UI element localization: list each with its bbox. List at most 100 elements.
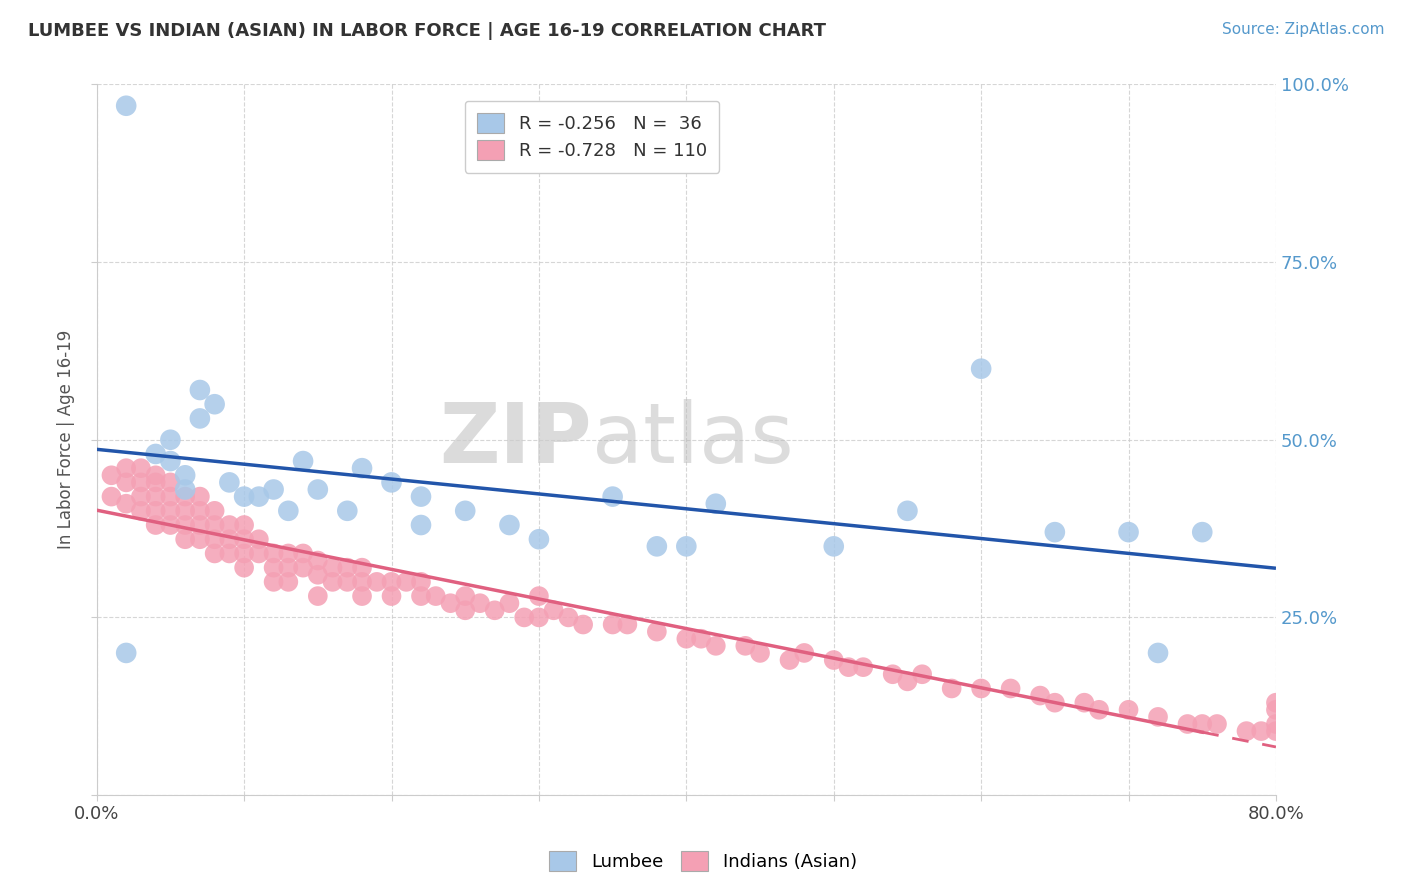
Point — [233, 490, 256, 504]
Point — [823, 653, 845, 667]
Point — [454, 504, 477, 518]
Point — [1147, 710, 1170, 724]
Point — [1265, 724, 1288, 739]
Point — [307, 589, 329, 603]
Point — [204, 533, 226, 547]
Point — [292, 560, 315, 574]
Point — [793, 646, 815, 660]
Point — [174, 468, 197, 483]
Point — [322, 574, 344, 589]
Text: Source: ZipAtlas.com: Source: ZipAtlas.com — [1222, 22, 1385, 37]
Point — [247, 490, 270, 504]
Point — [307, 567, 329, 582]
Point — [188, 518, 211, 533]
Point — [174, 518, 197, 533]
Point — [129, 504, 152, 518]
Point — [1029, 689, 1052, 703]
Point — [100, 490, 122, 504]
Point — [350, 560, 373, 574]
Point — [704, 497, 727, 511]
Point — [115, 461, 138, 475]
Point — [218, 546, 240, 560]
Point — [204, 504, 226, 518]
Point — [675, 632, 697, 646]
Point — [513, 610, 536, 624]
Point — [527, 589, 550, 603]
Point — [218, 533, 240, 547]
Point — [145, 475, 167, 490]
Point — [1073, 696, 1095, 710]
Point — [188, 383, 211, 397]
Point — [277, 504, 299, 518]
Point — [409, 589, 432, 603]
Point — [409, 574, 432, 589]
Point — [439, 596, 461, 610]
Point — [159, 475, 181, 490]
Point — [115, 475, 138, 490]
Point — [336, 574, 359, 589]
Point — [970, 681, 993, 696]
Point — [366, 574, 388, 589]
Point — [145, 490, 167, 504]
Point — [1250, 724, 1272, 739]
Point — [277, 546, 299, 560]
Point — [557, 610, 579, 624]
Point — [409, 490, 432, 504]
Point — [425, 589, 447, 603]
Point — [380, 589, 402, 603]
Point — [572, 617, 595, 632]
Point — [1236, 724, 1258, 739]
Point — [159, 433, 181, 447]
Point — [188, 411, 211, 425]
Point — [1265, 717, 1288, 731]
Point — [749, 646, 772, 660]
Point — [204, 518, 226, 533]
Point — [129, 461, 152, 475]
Point — [896, 504, 918, 518]
Point — [645, 539, 668, 553]
Point — [159, 504, 181, 518]
Point — [159, 490, 181, 504]
Text: LUMBEE VS INDIAN (ASIAN) IN LABOR FORCE | AGE 16-19 CORRELATION CHART: LUMBEE VS INDIAN (ASIAN) IN LABOR FORCE … — [28, 22, 827, 40]
Point — [1206, 717, 1229, 731]
Point — [247, 533, 270, 547]
Point — [527, 610, 550, 624]
Point — [263, 546, 285, 560]
Point — [1118, 525, 1140, 540]
Point — [263, 560, 285, 574]
Point — [174, 483, 197, 497]
Point — [454, 589, 477, 603]
Point — [484, 603, 506, 617]
Point — [1265, 696, 1288, 710]
Point — [527, 533, 550, 547]
Point — [498, 596, 520, 610]
Point — [292, 546, 315, 560]
Point — [734, 639, 756, 653]
Point — [174, 490, 197, 504]
Point — [277, 574, 299, 589]
Point — [468, 596, 491, 610]
Legend: Lumbee, Indians (Asian): Lumbee, Indians (Asian) — [543, 844, 863, 879]
Point — [690, 632, 713, 646]
Point — [941, 681, 963, 696]
Point — [602, 617, 624, 632]
Y-axis label: In Labor Force | Age 16-19: In Labor Force | Age 16-19 — [58, 330, 75, 549]
Point — [852, 660, 875, 674]
Point — [970, 361, 993, 376]
Point — [100, 468, 122, 483]
Point — [233, 533, 256, 547]
Point — [145, 468, 167, 483]
Point — [218, 475, 240, 490]
Point — [129, 475, 152, 490]
Point — [1043, 525, 1066, 540]
Point — [233, 560, 256, 574]
Point — [233, 546, 256, 560]
Point — [159, 518, 181, 533]
Point — [247, 546, 270, 560]
Point — [675, 539, 697, 553]
Point — [409, 518, 432, 533]
Point — [1147, 646, 1170, 660]
Point — [188, 504, 211, 518]
Point — [263, 574, 285, 589]
Point — [380, 574, 402, 589]
